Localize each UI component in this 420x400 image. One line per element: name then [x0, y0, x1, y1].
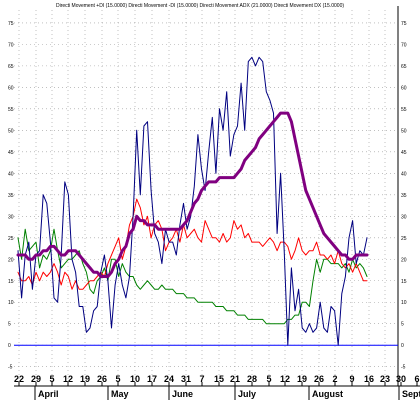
y-tick-label-left: 20 [8, 257, 14, 263]
x-tick-label: 7 [199, 374, 204, 384]
x-tick-label: 23 [380, 374, 390, 384]
x-tick-label: 2 [332, 374, 337, 384]
y-tick-label-right: 65 [401, 64, 407, 70]
y-tick-label-right: 10 [401, 300, 407, 306]
chart-title: Directi Movement +DI (15.0000) Directi M… [56, 3, 344, 9]
x-tick-label: 12 [280, 374, 290, 384]
x-tick-label: 26 [97, 374, 107, 384]
month-label: August [312, 389, 343, 399]
grid-layer [14, 6, 420, 387]
y-tick-label-left: -5 [8, 365, 13, 371]
x-tick-label: 5 [266, 374, 271, 384]
x-tick-label: 5 [49, 374, 54, 384]
y-tick-label-right: 60 [401, 85, 407, 91]
y-tick-label-left: 45 [8, 150, 14, 156]
x-tick-label: 15 [214, 374, 224, 384]
series-layer [14, 56, 398, 346]
month-label: June [172, 389, 193, 399]
y-tick-label-left: 50 [8, 128, 14, 134]
y-tick-label-right: 30 [401, 214, 407, 220]
y-tick-label-right: 5 [401, 322, 404, 328]
y-tick-label-right: 20 [401, 257, 407, 263]
y-tick-label-left: 0 [8, 343, 11, 349]
y-tick-label-right: -5 [401, 365, 406, 371]
x-tick-label: 22 [14, 374, 24, 384]
x-tick-label: 17 [147, 374, 157, 384]
month-label: July [238, 389, 256, 399]
y-tick-label-left: 10 [8, 300, 14, 306]
y-tick-label-right: 45 [401, 150, 407, 156]
y-tick-label-left: 15 [8, 279, 14, 285]
y-tick-label-right: 25 [401, 236, 407, 242]
x-tick-label: 28 [247, 374, 257, 384]
y-tick-label-left: 35 [8, 193, 14, 199]
y-tick-label-right: 50 [401, 128, 407, 134]
y-tick-label-left: 60 [8, 85, 14, 91]
y-tick-label-right: 55 [401, 107, 407, 113]
series-line-adx [16, 111, 369, 278]
x-axis: 22 29 5 12 19 26 5 10 17 24 31 7 15 21 28 5 12 19 26 2 9 16 23… [14, 374, 420, 400]
y-tick-label-left: 25 [8, 236, 14, 242]
y-tick-label-right: 15 [401, 279, 407, 285]
x-tick-label: 31 [181, 374, 191, 384]
y-tick-label-right: 35 [401, 193, 407, 199]
y-tick-label-left: 5 [8, 322, 11, 328]
x-tick-label: 24 [164, 374, 174, 384]
x-tick-label: 21 [230, 374, 240, 384]
y-tick-label-right: 0 [401, 343, 404, 349]
y-tick-label-left: 30 [8, 214, 14, 220]
y-tick-label-left: 65 [8, 64, 14, 70]
x-tick-label: 9 [349, 374, 354, 384]
x-tick-label: 5 [115, 374, 120, 384]
series-line-minus-di [17, 228, 368, 325]
x-tick-label: 29 [31, 374, 41, 384]
y-tick-label-right: 70 [401, 42, 407, 48]
x-tick-label: 6 [414, 374, 419, 384]
y-tick-label-left: 55 [8, 107, 14, 113]
x-tick-label: 10 [130, 374, 140, 384]
x-tick-label: 26 [314, 374, 324, 384]
series-line-dx [17, 56, 368, 346]
x-tick-label: 19 [80, 374, 90, 384]
month-label: May [111, 389, 129, 399]
x-tick-label: 12 [63, 374, 73, 384]
x-tick-label: 16 [364, 374, 374, 384]
x-tick-label: 30 [396, 374, 406, 384]
y-tick-label-left: 70 [8, 42, 14, 48]
y-tick-label-right: 75 [401, 21, 407, 27]
x-tick-label: 19 [297, 374, 307, 384]
month-label: Septer [402, 389, 420, 399]
y-tick-label-left: 40 [8, 171, 14, 177]
y-tick-label-right: 40 [401, 171, 407, 177]
y-tick-label-left: 75 [8, 21, 14, 27]
month-label: April [38, 389, 59, 399]
